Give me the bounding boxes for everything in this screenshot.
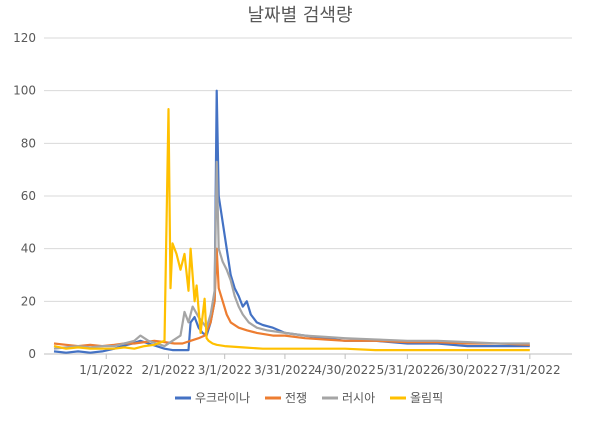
y-tick-label: 0 bbox=[28, 347, 36, 361]
x-tick-label: 4/30/2022 bbox=[314, 363, 376, 377]
x-tick-label: 1/1/2022 bbox=[79, 363, 133, 377]
series-line-0 bbox=[53, 89, 530, 354]
x-tick-label: 5/31/2022 bbox=[377, 363, 439, 377]
series-line-1 bbox=[53, 247, 530, 348]
x-tick-label: 3/31/2022 bbox=[254, 363, 316, 377]
y-tick-label: 40 bbox=[21, 242, 36, 256]
series-line-3 bbox=[53, 108, 530, 352]
legend-label: 러시아 bbox=[342, 391, 375, 405]
legend-label: 올림픽 bbox=[410, 391, 443, 405]
x-tick-label: 2/1/2022 bbox=[142, 363, 196, 377]
legend-label: 전쟁 bbox=[285, 391, 307, 405]
x-tick-label: 7/31/2022 bbox=[499, 363, 561, 377]
chart-title: 날짜별 검색량 bbox=[247, 5, 352, 26]
x-tick-label: 6/30/2022 bbox=[437, 363, 499, 377]
y-tick-label: 80 bbox=[21, 136, 36, 150]
legend-label: 우크라이나 bbox=[195, 391, 250, 405]
y-tick-label: 60 bbox=[21, 189, 36, 203]
y-tick-label: 20 bbox=[21, 294, 36, 308]
y-tick-label: 120 bbox=[13, 31, 36, 45]
y-tick-label: 100 bbox=[13, 84, 36, 98]
series-line-2 bbox=[53, 160, 530, 350]
x-tick-label: 3/1/2022 bbox=[198, 363, 252, 377]
